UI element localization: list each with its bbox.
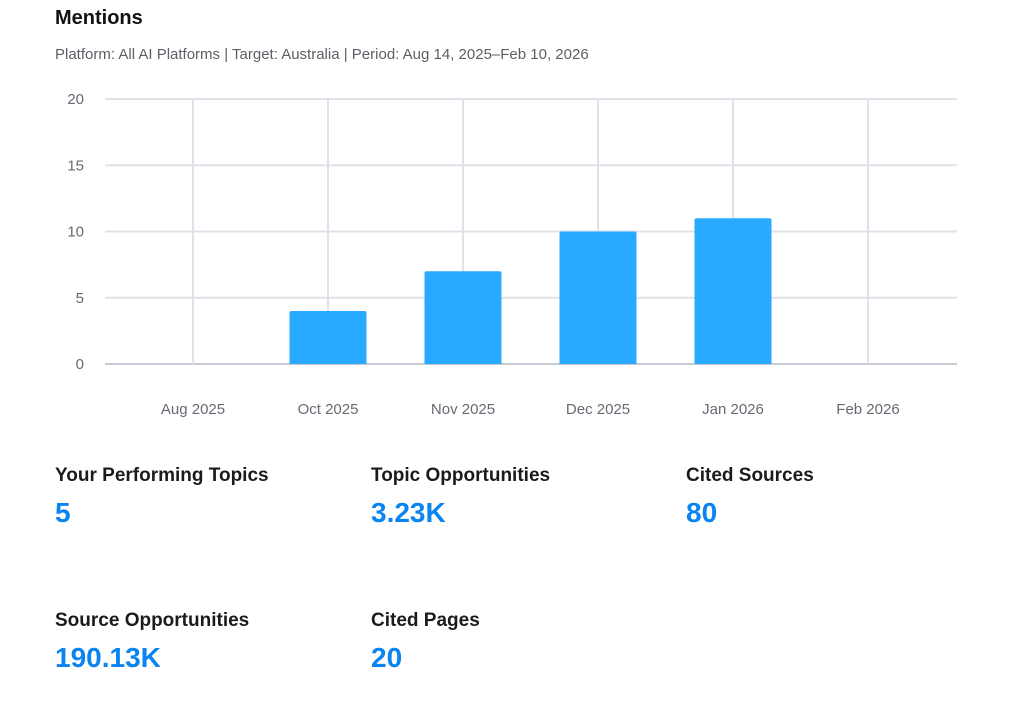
stat-label: Cited Sources (686, 465, 814, 486)
stat-topic-opportunities[interactable]: Topic Opportunities 3.23K (371, 465, 550, 529)
stat-value[interactable]: 80 (686, 497, 718, 528)
stat-performing-topics[interactable]: Your Performing Topics 5 (55, 465, 269, 529)
x-tick-label: Jan 2026 (702, 401, 764, 418)
y-tick-label: 5 (76, 290, 84, 307)
stat-value[interactable]: 20 (371, 642, 403, 673)
stat-label: Source Opportunities (55, 610, 250, 631)
chart-title: Mentions (55, 7, 143, 29)
stat-cited-pages[interactable]: Cited Pages 20 (371, 610, 480, 674)
x-tick-label: Nov 2025 (431, 401, 495, 418)
stat-cited-sources[interactable]: Cited Sources 80 (686, 465, 814, 529)
x-tick-label: Oct 2025 (298, 401, 359, 418)
stat-label: Topic Opportunities (371, 465, 551, 486)
x-tick-label: Feb 2026 (836, 401, 899, 418)
chart-filters-subtitle: Platform: All AI Platforms | Target: Aus… (55, 46, 589, 63)
stat-label: Cited Pages (371, 610, 480, 631)
stat-value[interactable]: 3.23K (371, 497, 446, 528)
bar (424, 271, 502, 364)
mentions-bar-chart: 0 5 10 15 20 Aug 2025 Oct 2025 Nov 2025 Dec 2025… (67, 91, 957, 418)
x-tick-label: Dec 2025 (566, 401, 630, 418)
y-tick-label: 20 (67, 91, 84, 108)
stat-value[interactable]: 5 (55, 497, 71, 528)
y-tick-label: 10 (67, 224, 84, 241)
bar (289, 311, 367, 364)
y-tick-label: 0 (76, 356, 84, 373)
stat-value[interactable]: 190.13K (55, 642, 161, 673)
y-tick-label: 15 (67, 157, 84, 174)
bar (694, 218, 772, 364)
bar (559, 231, 637, 364)
stat-source-opportunities[interactable]: Source Opportunities 190.13K (55, 610, 249, 674)
stat-label: Your Performing Topics (55, 465, 269, 486)
x-tick-label: Aug 2025 (161, 401, 225, 418)
